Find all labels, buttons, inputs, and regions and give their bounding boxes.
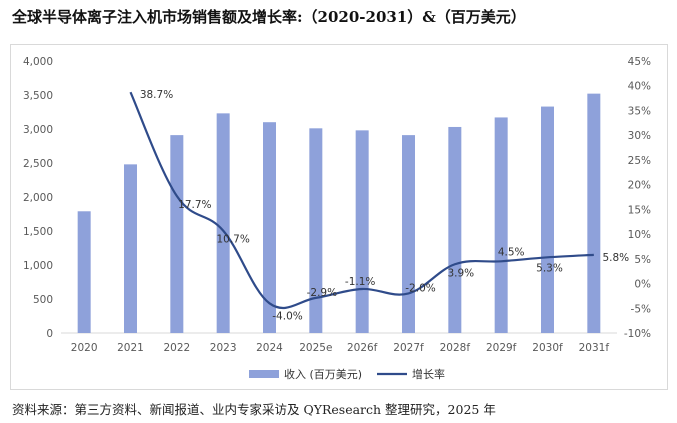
growth-data-label: 5.8%	[602, 252, 629, 264]
legend-label-revenue: 收入 (百万美元)	[284, 367, 362, 381]
y-left-tick-label: 2,500	[23, 158, 53, 170]
y-right-tick-label: 0%	[634, 279, 651, 291]
x-tick-label: 2026f	[347, 342, 378, 354]
x-tick-label: 2030f	[532, 342, 563, 354]
y-right-tick-label: 5%	[634, 254, 651, 266]
growth-data-label: 10.7%	[216, 234, 249, 246]
y-left-tick-label: 1,500	[23, 226, 53, 238]
y-right-tick-label: -10%	[624, 328, 651, 340]
y-right-tick-label: 25%	[628, 155, 651, 167]
growth-data-label: 3.9%	[447, 267, 474, 279]
x-tick-label: 2021	[117, 342, 144, 354]
legend-swatch-revenue	[249, 370, 279, 378]
revenue-bar	[170, 135, 184, 333]
growth-data-label: 5.3%	[536, 262, 563, 274]
revenue-bar	[124, 164, 137, 333]
y-right-tick-label: 35%	[628, 105, 651, 117]
revenue-bar	[263, 122, 276, 333]
revenue-bar	[448, 126, 462, 334]
x-tick-label: 2028f	[440, 342, 471, 354]
x-tick-label: 2020	[71, 342, 98, 354]
growth-data-label: -1.1%	[345, 276, 375, 288]
y-right-tick-label: 15%	[628, 204, 651, 216]
revenue-bar	[77, 211, 91, 333]
revenue-bar	[216, 113, 230, 333]
y-right-tick-label: 10%	[628, 229, 651, 241]
revenue-bar	[494, 117, 508, 333]
x-tick-label: 2027f	[393, 342, 424, 354]
x-tick-label: 2031f	[579, 342, 610, 354]
y-left-tick-label: 3,000	[23, 124, 53, 136]
revenue-bar	[587, 93, 601, 333]
x-tick-label: 2024	[256, 342, 283, 354]
revenue-bar	[309, 128, 323, 333]
revenue-bar	[402, 135, 415, 333]
revenue-bar	[541, 106, 554, 333]
x-tick-label: 2022	[163, 342, 190, 354]
y-left-tick-label: 0	[46, 328, 53, 340]
combo-chart: 0 500 1,000 1,500 2,000 2,500 3,000 3,500 4,000 -…	[23, 56, 651, 381]
x-tick-label: 2023	[210, 342, 237, 354]
legend-label-growth: 增长率	[412, 367, 445, 381]
growth-data-label: 4.5%	[498, 246, 525, 258]
chart-area: 0 500 1,000 1,500 2,000 2,500 3,000 3,500 4,000 -…	[10, 44, 668, 390]
growth-data-label: 17.7%	[178, 199, 211, 211]
x-tick-label: 2025e	[299, 342, 332, 354]
y-right-tick-label: -5%	[631, 303, 651, 315]
source-note: 资料来源：第三方资料、新闻报道、业内专家采访及 QYResearch 整理研究，…	[12, 402, 496, 417]
y-right-tick-label: 45%	[628, 56, 651, 68]
chart-title: 全球半导体离子注入机市场销售额及增长率:（2020-2031）&（百万美元）	[12, 8, 526, 26]
y-right-tick-label: 40%	[628, 81, 651, 93]
growth-data-label: 38.7%	[140, 89, 173, 101]
y-left-tick-label: 3,500	[23, 90, 53, 102]
y-right-tick-label: 30%	[628, 130, 651, 142]
y-left-tick-label: 4,000	[23, 56, 53, 68]
x-tick-label: 2029f	[486, 342, 517, 354]
growth-data-label: -4.0%	[272, 310, 302, 322]
y-right-tick-label: 20%	[628, 180, 651, 192]
growth-data-label: -2.9%	[307, 287, 337, 299]
y-left-tick-label: 2,000	[23, 192, 53, 204]
revenue-bar	[355, 130, 369, 333]
growth-data-label: -2.0%	[405, 282, 435, 294]
growth-rate-line	[129, 91, 594, 310]
y-left-tick-label: 500	[33, 294, 53, 306]
y-left-tick-label: 1,000	[23, 260, 53, 272]
